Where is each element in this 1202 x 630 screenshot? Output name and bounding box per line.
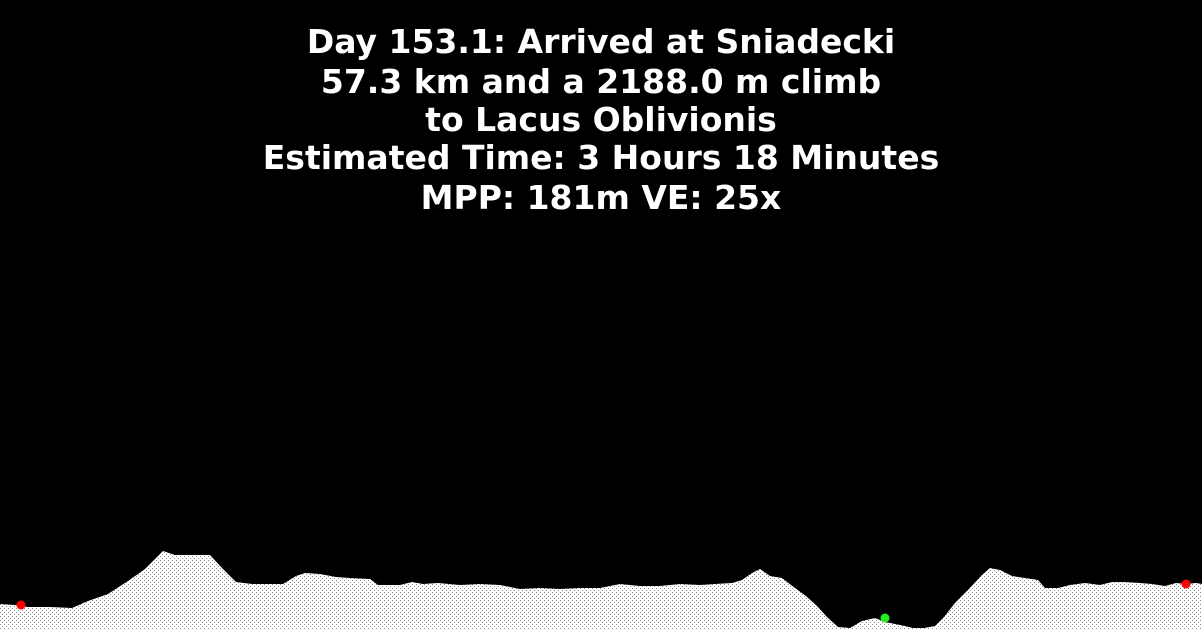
lowest-point-marker	[880, 613, 890, 623]
destination-line: to Lacus Oblivionis	[425, 100, 777, 139]
mpp-ve-line: MPP: 181m VE: 25x	[420, 178, 782, 217]
route-summary: Day 153.1: Arrived at Sniadecki 57.3 km …	[0, 22, 1202, 218]
start-marker	[16, 600, 26, 610]
distance-climb-line: 57.3 km and a 2188.0 m climb	[320, 62, 882, 101]
day-heading: Day 153.1: Arrived at Sniadecki	[306, 22, 896, 61]
estimated-time-line: Estimated Time: 3 Hours 18 Minutes	[262, 138, 940, 177]
terrain-silhouette	[0, 551, 1202, 630]
end-marker	[1181, 579, 1191, 589]
